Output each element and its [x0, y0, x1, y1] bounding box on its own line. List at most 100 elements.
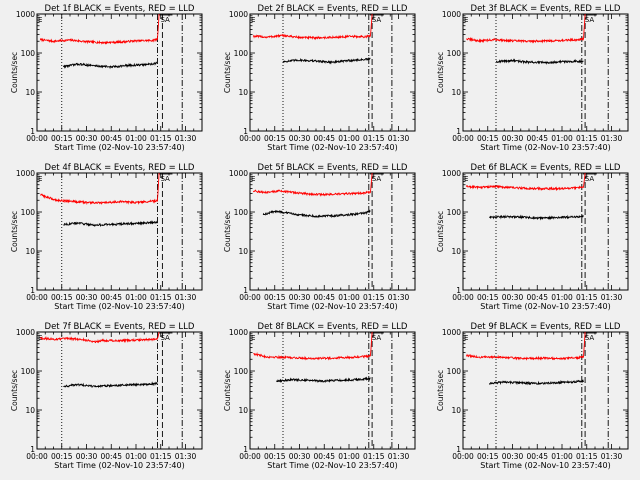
y-axis-label: Counts/sec	[436, 370, 445, 411]
x-tick-label: 00:30	[502, 134, 524, 143]
x-tick-label: 00:30	[502, 293, 524, 302]
chart-title: Det 1f BLACK = Events, RED = LLD	[45, 4, 195, 14]
x-tick-label: 00:45	[313, 134, 335, 143]
x-tick-label: 01:00	[125, 452, 147, 461]
y-tick-label: 1000	[229, 10, 248, 19]
x-tick-label: 01:30	[175, 134, 197, 143]
events-series-line	[262, 209, 371, 219]
x-tick-label: 00:45	[526, 293, 548, 302]
y-tick-label: 10	[25, 88, 35, 97]
y-tick-label: 10	[25, 247, 35, 256]
chart-title: Det 5f BLACK = Events, RED = LLD	[258, 163, 408, 173]
x-tick-label: 00:00	[452, 452, 474, 461]
y-axis-label: Counts/sec	[223, 370, 232, 411]
left-edge-mark: E	[464, 16, 468, 24]
x-tick-label: 01:30	[601, 452, 623, 461]
chart-title: Det 7f BLACK = Events, RED = LLD	[45, 322, 195, 332]
events-series-line	[282, 56, 371, 65]
x-tick-label: 00:15	[51, 134, 73, 143]
plot-frame	[462, 172, 629, 291]
events-series-line	[488, 379, 584, 386]
x-tick-label: 01:15	[150, 452, 172, 461]
x-tick-label: 00:00	[26, 293, 48, 302]
x-tick-label: 00:45	[100, 134, 122, 143]
x-tick-label: 01:15	[150, 293, 172, 302]
x-tick-label: 01:00	[551, 293, 573, 302]
lld-series-line	[252, 13, 373, 41]
y-tick-label: 100	[447, 208, 462, 217]
left-edge-mark: E	[38, 175, 42, 183]
top-annotation: SA	[372, 16, 382, 24]
x-tick-label: 00:00	[452, 293, 474, 302]
top-annotation: SA	[372, 334, 382, 342]
top-annotation: SA	[585, 334, 595, 342]
y-tick-label: 10	[238, 88, 248, 97]
events-series-line	[489, 213, 584, 221]
x-axis-label: Start Time (02-Nov-10 23:57:40)	[480, 302, 610, 311]
left-edge-mark: E	[251, 334, 255, 342]
x-tick-label: 01:30	[388, 293, 410, 302]
y-tick-label: 100	[21, 49, 36, 58]
x-axis-label: Start Time (02-Nov-10 23:57:40)	[267, 302, 397, 311]
events-series-line	[62, 61, 158, 70]
y-tick-label: 100	[447, 367, 462, 376]
chart-panel-9: Det 9f BLACK = Events, RED = LLD 1 10 100 10…	[436, 322, 629, 470]
events-series-line	[63, 381, 158, 389]
x-tick-label: 00:15	[51, 452, 73, 461]
x-axis-label: Start Time (02-Nov-10 23:57:40)	[54, 461, 184, 470]
y-tick-label: 1000	[16, 169, 35, 178]
y-axis-label: Counts/sec	[436, 52, 445, 93]
x-tick-label: 00:45	[313, 293, 335, 302]
chart-panel-2: Det 2f BLACK = Events, RED = LLD 1 10 100 10…	[223, 4, 416, 152]
chart-title: Det 9f BLACK = Events, RED = LLD	[471, 322, 621, 332]
x-tick-label: 01:30	[601, 134, 623, 143]
y-tick-label: 100	[21, 367, 36, 376]
y-tick-label: 10	[25, 406, 35, 415]
y-tick-label: 1000	[16, 10, 35, 19]
lld-series-line	[252, 172, 373, 197]
x-axis-label: Start Time (02-Nov-10 23:57:40)	[480, 143, 610, 152]
y-tick-label: 100	[234, 49, 249, 58]
x-tick-label: 01:00	[125, 293, 147, 302]
x-tick-label: 00:30	[289, 452, 311, 461]
lld-series-line	[40, 172, 160, 206]
lld-series-line	[465, 13, 586, 44]
x-tick-label: 00:30	[76, 452, 98, 461]
chart-panel-8: Det 8f BLACK = Events, RED = LLD 1 10 100 10…	[223, 322, 416, 470]
chart-panel-7: Det 7f BLACK = Events, RED = LLD 1 10 100 10…	[10, 322, 203, 470]
events-series-line	[63, 220, 158, 228]
x-tick-label: 00:00	[452, 134, 474, 143]
x-tick-label: 00:00	[239, 452, 261, 461]
chart-panel-5: Det 5f BLACK = Events, RED = LLD 1 10 100 10…	[223, 163, 416, 311]
x-tick-label: 00:15	[264, 134, 286, 143]
x-tick-label: 00:30	[289, 134, 311, 143]
events-series-line	[496, 58, 584, 65]
y-axis-label: Counts/sec	[10, 52, 19, 93]
x-tick-label: 00:30	[76, 134, 98, 143]
x-tick-label: 01:00	[551, 452, 573, 461]
plot-frame	[249, 331, 416, 450]
chart-title: Det 8f BLACK = Events, RED = LLD	[258, 322, 408, 332]
x-tick-label: 00:45	[526, 452, 548, 461]
x-tick-label: 00:00	[239, 134, 261, 143]
y-tick-label: 1	[30, 127, 35, 136]
lld-series-line	[39, 13, 160, 45]
y-tick-label: 10	[451, 88, 461, 97]
y-tick-label: 1000	[442, 169, 461, 178]
x-tick-label: 01:15	[363, 134, 385, 143]
y-tick-label: 100	[234, 208, 249, 217]
x-tick-label: 01:15	[576, 452, 598, 461]
x-tick-label: 01:00	[338, 452, 360, 461]
x-tick-label: 00:00	[26, 134, 48, 143]
y-tick-label: 1	[243, 286, 248, 295]
plot-frame	[249, 13, 416, 132]
left-edge-mark: E	[251, 16, 255, 24]
x-tick-label: 01:00	[338, 293, 360, 302]
x-tick-label: 00:15	[477, 293, 499, 302]
lld-series-line	[465, 172, 586, 192]
left-edge-mark: E	[464, 334, 468, 342]
y-tick-label: 1000	[16, 328, 35, 337]
y-tick-label: 100	[234, 367, 249, 376]
y-tick-label: 10	[451, 406, 461, 415]
